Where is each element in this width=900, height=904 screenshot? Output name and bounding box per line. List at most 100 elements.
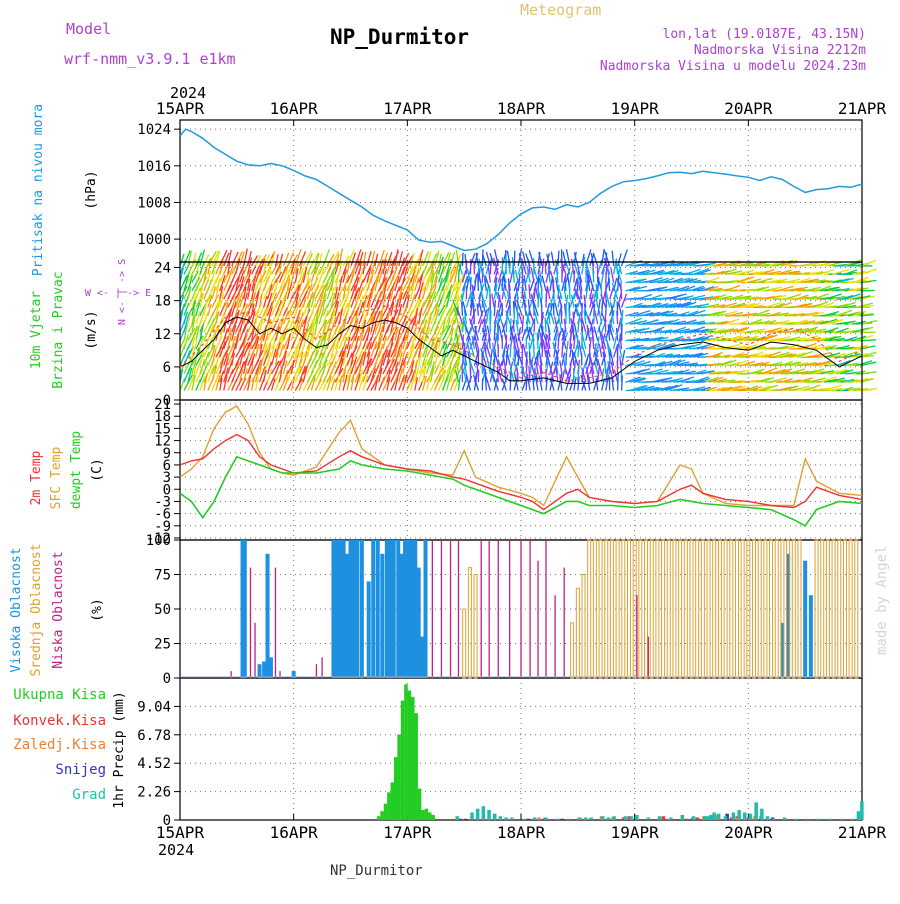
cloud-high-bar bbox=[355, 540, 359, 678]
wind-barb bbox=[534, 319, 535, 332]
y-tick-label: 1016 bbox=[137, 159, 171, 175]
cloud-high-bar bbox=[413, 540, 417, 678]
wind-barb bbox=[586, 270, 587, 282]
cloud-high-bar bbox=[385, 540, 389, 678]
precip-total-bar bbox=[425, 809, 429, 820]
precip-graupel-bar bbox=[504, 817, 508, 820]
precip-graupel-bar bbox=[499, 816, 503, 820]
station-title: NP_Durmitor bbox=[330, 25, 469, 49]
model-name: wrf-nmm_v3.9.1 e1km bbox=[64, 50, 236, 68]
wind-unit: (m/s) bbox=[84, 310, 99, 349]
precip-total-bar bbox=[408, 691, 412, 820]
precip-graupel-bar bbox=[476, 809, 480, 820]
wind-barb bbox=[498, 323, 499, 341]
precip-graupel-bar bbox=[510, 817, 514, 820]
cloud-high-bar bbox=[406, 540, 410, 678]
precip-graupel-bar bbox=[607, 817, 611, 820]
watermark: made by Angel bbox=[874, 545, 890, 655]
wind-barb bbox=[538, 291, 539, 308]
precip-graupel-bar bbox=[533, 817, 537, 820]
legend-frz: Zaledj.Kisa bbox=[13, 737, 106, 753]
year-bottom: 2024 bbox=[158, 841, 194, 859]
precip-graupel-bar bbox=[646, 817, 650, 820]
wind-barb bbox=[462, 302, 463, 316]
x-date-bottom: 18APR bbox=[497, 823, 546, 842]
footer-station: NP_Durmitor bbox=[330, 863, 423, 879]
x-date-top: 20APR bbox=[724, 99, 773, 118]
cloud-high-bar bbox=[403, 540, 407, 678]
cloud-high-bar bbox=[417, 568, 421, 678]
precip-graupel-bar bbox=[544, 817, 548, 820]
cloud-high-bar bbox=[392, 540, 396, 678]
wind-barb bbox=[542, 286, 543, 299]
wind-barb bbox=[462, 253, 463, 266]
cloud-low-ylabel: Niska Oblacnost bbox=[51, 551, 66, 668]
y-tick-label: 2.26 bbox=[137, 785, 171, 801]
wind-barb bbox=[594, 311, 595, 324]
cloud-high-bar bbox=[342, 540, 346, 678]
x-date-bottom: 17APR bbox=[383, 823, 432, 842]
precip-graupel-bar bbox=[635, 815, 639, 820]
wind-barb bbox=[529, 352, 530, 366]
dewpt-ylabel: dewpt Temp bbox=[69, 431, 84, 509]
cloud-high-bar bbox=[352, 540, 356, 678]
wind-barb bbox=[622, 375, 623, 390]
precip-graupel-bar bbox=[860, 801, 864, 820]
cloud-high-bar bbox=[424, 540, 428, 678]
precip-total-bar bbox=[387, 792, 391, 820]
precip-graupel-bar bbox=[692, 816, 696, 820]
y-tick-label: 50 bbox=[154, 602, 171, 618]
precip-graupel-bar bbox=[709, 815, 713, 820]
x-date-top: 15APR bbox=[156, 99, 205, 118]
precip-graupel-bar bbox=[724, 816, 728, 820]
precip-graupel-bar bbox=[783, 817, 787, 820]
wind-barb bbox=[574, 270, 575, 282]
precip-graupel-bar bbox=[706, 816, 710, 820]
precip-total-bar bbox=[428, 812, 432, 820]
legend-total: Ukupna Kisa bbox=[13, 687, 106, 703]
x-date-top: 18APR bbox=[497, 99, 546, 118]
elevation-text: Nadmorska Visina 2212m bbox=[694, 43, 866, 58]
precip-conv-bar bbox=[662, 816, 666, 820]
temp-unit: (C) bbox=[90, 458, 105, 481]
precip-graupel-bar bbox=[749, 814, 753, 820]
pressure-unit: (hPa) bbox=[84, 170, 99, 209]
precip-graupel-bar bbox=[658, 816, 662, 820]
wind-barb bbox=[482, 249, 483, 266]
y-tick-label: 18 bbox=[154, 294, 171, 310]
precip-graupel-bar bbox=[629, 816, 633, 820]
precip-graupel-bar bbox=[817, 819, 821, 820]
y-tick-label: 1008 bbox=[137, 195, 171, 211]
precip-graupel-bar bbox=[578, 817, 582, 820]
precip-total-bar bbox=[391, 782, 395, 820]
wind-barb bbox=[610, 351, 611, 366]
precip-graupel-bar bbox=[590, 817, 594, 820]
precip-total-bar bbox=[404, 684, 408, 820]
precip-graupel-bar bbox=[493, 814, 497, 820]
precip-total-bar bbox=[380, 811, 384, 820]
precip-graupel-bar bbox=[717, 814, 721, 820]
wind-barb bbox=[617, 311, 618, 324]
wind-barb bbox=[493, 359, 494, 374]
wind-barb bbox=[553, 304, 554, 316]
legend-snow: Snijeg bbox=[55, 762, 106, 778]
cloud-high-bar bbox=[376, 540, 380, 678]
wind-barb bbox=[510, 373, 511, 391]
precip-graupel-bar bbox=[521, 819, 525, 820]
y-tick-label: 100 bbox=[146, 533, 171, 549]
wind-barb bbox=[545, 317, 546, 332]
wind-barb bbox=[538, 278, 539, 291]
precip-graupel-bar bbox=[806, 819, 810, 820]
precip-total-bar bbox=[401, 701, 405, 820]
precip-graupel-bar bbox=[857, 811, 861, 820]
precip-graupel-bar bbox=[584, 817, 588, 820]
x-date-top: 19APR bbox=[611, 99, 660, 118]
precip-graupel-bar bbox=[624, 816, 628, 820]
x-date-bottom: 20APR bbox=[724, 823, 773, 842]
y-tick-label: 6.78 bbox=[137, 728, 171, 744]
cloud-high-bar bbox=[338, 540, 342, 678]
wind-barb bbox=[482, 268, 483, 283]
cloud-high-ylabel: Visoka Oblacnost bbox=[9, 547, 24, 672]
wind-barb bbox=[478, 273, 479, 290]
